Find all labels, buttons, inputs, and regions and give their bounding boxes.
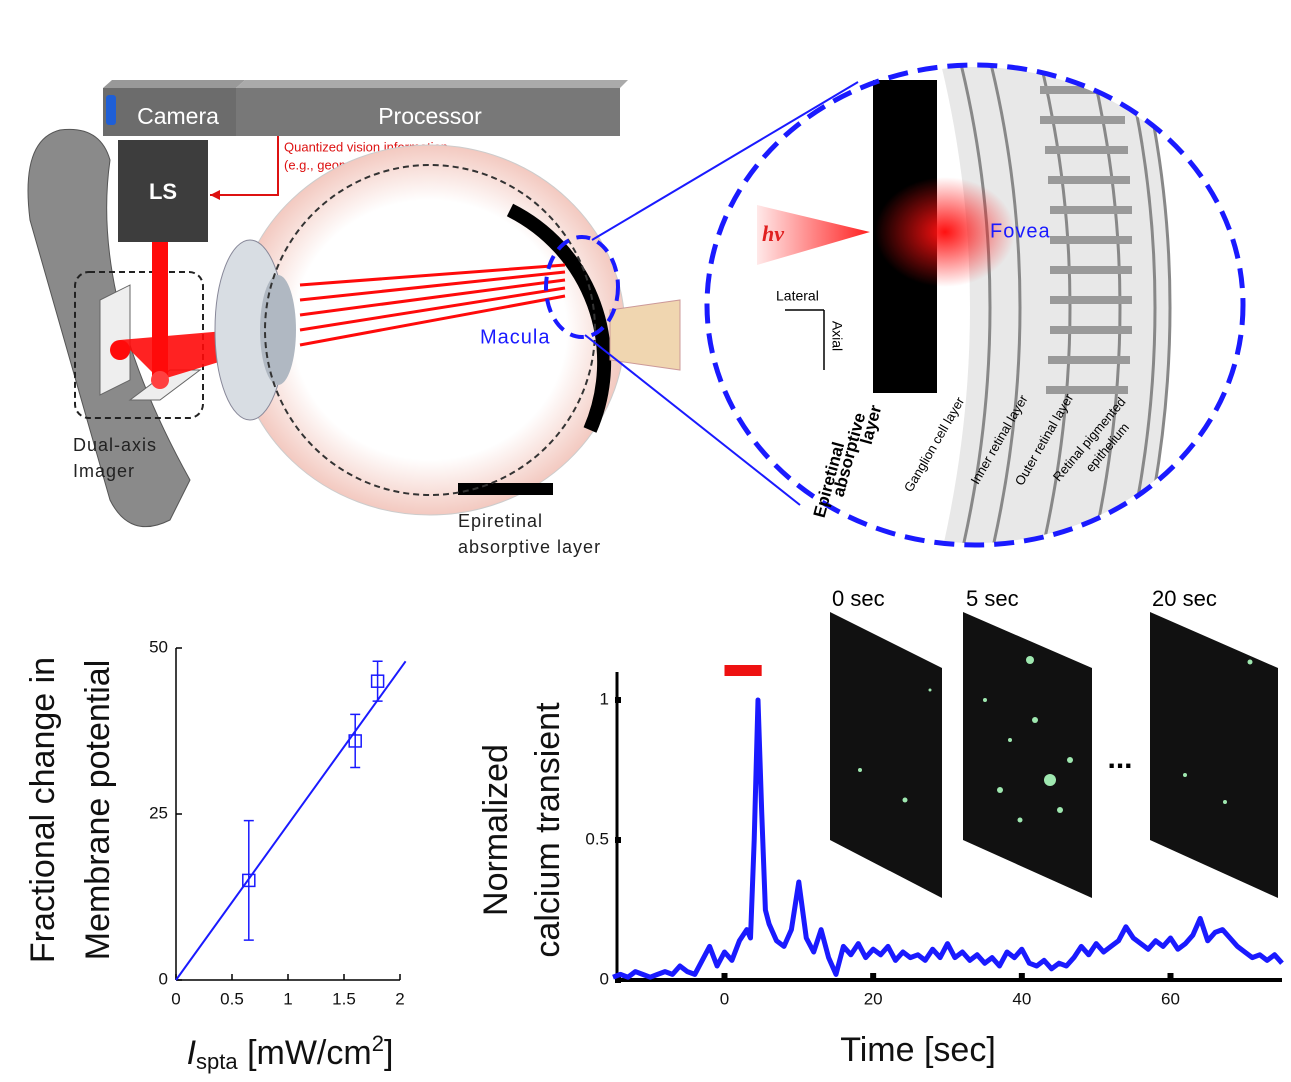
axial-label: Axial (829, 321, 845, 351)
y-axis-label: calcium transient (529, 702, 567, 958)
y-tick-label: 1 (600, 689, 609, 708)
lens (260, 275, 296, 385)
ls-label: LS (149, 179, 177, 204)
frame-image (963, 612, 1092, 898)
beam-spot (151, 371, 169, 389)
epiretinal-label: absorptive layer (458, 537, 601, 557)
imager-label: Dual-axis (73, 435, 157, 455)
y-tick (615, 697, 621, 703)
y-tick (615, 837, 621, 843)
x-tick-label: 1 (283, 989, 292, 1008)
ellipsis: ... (1107, 742, 1132, 775)
beam-spot (110, 340, 130, 360)
absorptive-layer (458, 483, 553, 495)
info-arrow (210, 136, 278, 195)
x-label-part: 2 (372, 1031, 384, 1056)
page: Camera Processor Quantized vision inform… (0, 0, 1291, 1082)
optic-nerve (610, 300, 680, 370)
zoom-line (585, 335, 800, 505)
epiretinal-label: Epiretinal (458, 511, 543, 531)
frame-image (830, 612, 942, 898)
macula-label: Macula (480, 326, 550, 348)
hv-label: hv (762, 221, 784, 246)
processor-top (236, 80, 628, 88)
frame-image (1150, 612, 1278, 898)
x-tick-label: 40 (1012, 989, 1031, 1008)
x-tick-label: 60 (1161, 989, 1180, 1008)
error-bar (350, 714, 360, 767)
figure: Camera Processor Quantized vision inform… (0, 0, 1291, 1082)
frame-label: 5 sec (966, 586, 1019, 611)
arrow-head (210, 190, 220, 200)
x-tick-label: 20 (864, 989, 883, 1008)
lateral-label: Lateral (776, 288, 819, 304)
inset-content (940, 60, 1170, 560)
fit-line (176, 661, 406, 980)
y-axis-label: Membrane potential (79, 660, 117, 961)
x-tick-label: 0.5 (220, 989, 244, 1008)
x-tick (1019, 973, 1025, 979)
inset-epiretinal: layer (857, 403, 886, 447)
x-axis-label: Time [sec] (840, 1031, 996, 1069)
y-tick-label: 0.5 (585, 829, 609, 848)
camera-label: Camera (137, 103, 219, 129)
x-tick (722, 973, 728, 979)
camera-top (103, 80, 245, 88)
frame-label: 0 sec (832, 586, 885, 611)
x-tick-label: 2 (395, 989, 404, 1008)
y-axis-label: Fractional change in (24, 657, 62, 963)
y-tick-label: 50 (149, 637, 168, 656)
stimulus-bar (725, 665, 762, 676)
error-bar (244, 821, 254, 941)
x-axis-label: Ispta [mW/cm2] (187, 1031, 394, 1074)
y-tick-label: 0 (600, 969, 609, 988)
y-axis-label: Normalized (477, 744, 515, 916)
x-tick-label: 0 (171, 989, 180, 1008)
x-tick-label: 0 (720, 989, 729, 1008)
fovea-label: Fovea (990, 220, 1051, 242)
y-tick-label: 25 (149, 803, 168, 822)
x-tick-label: 1.5 (332, 989, 356, 1008)
x-label-part: spta (196, 1049, 238, 1074)
x-label-part: [mW/cm (238, 1034, 372, 1072)
x-label-part: ] (384, 1034, 393, 1072)
axes-arrows (785, 310, 824, 370)
y-tick-label: 0 (159, 969, 168, 988)
frame-label: 20 sec (1152, 586, 1217, 611)
x-tick (870, 973, 876, 979)
processor-label: Processor (378, 103, 482, 129)
x-tick (1168, 973, 1174, 979)
imager-label: Imager (73, 461, 135, 481)
camera-lens (106, 95, 116, 125)
